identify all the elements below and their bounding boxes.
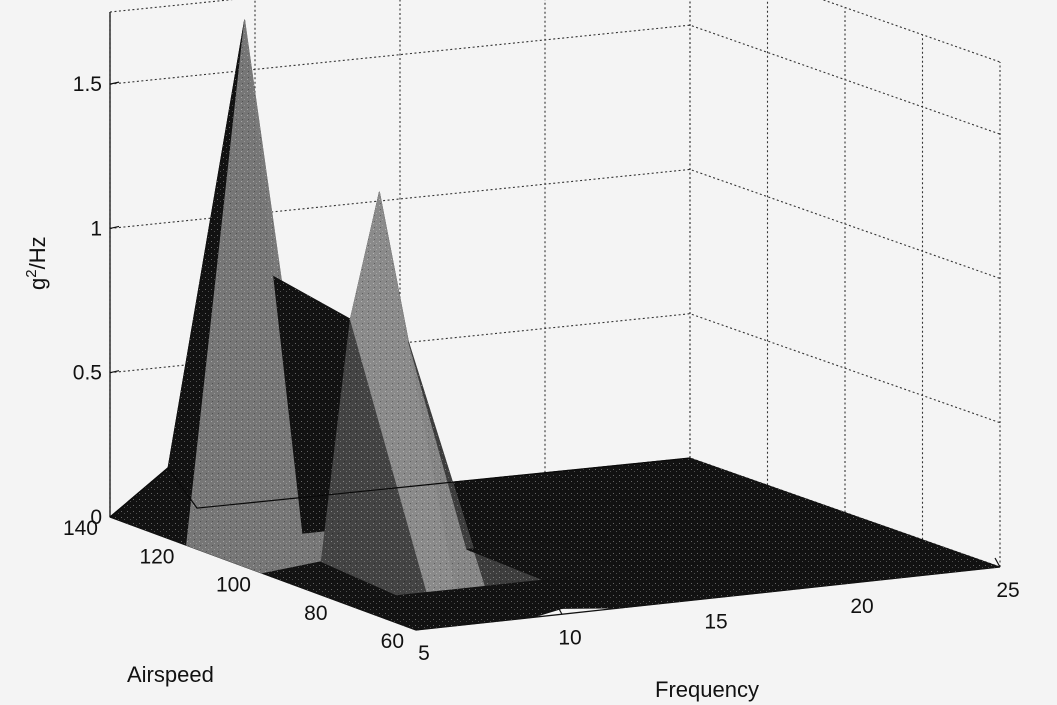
z-tick-label-2: 1 <box>90 217 102 240</box>
surface-back-edge <box>109 457 691 518</box>
x-tick-mark-4 <box>994 557 1001 568</box>
y-tick-label-1: 80 <box>304 602 327 625</box>
z-tick-label-0: 0 <box>90 506 102 529</box>
z-tick-mark-2 <box>109 225 120 230</box>
y-tick-label-3: 120 <box>139 545 174 568</box>
y-tick-label-2: 100 <box>216 574 251 597</box>
x-axis-title: Frequency <box>655 677 759 702</box>
z-tick-mark-3 <box>109 81 120 85</box>
grid-line-z-4 <box>109 0 1001 63</box>
z-axis-title-superscript: 2 <box>23 269 40 277</box>
surface-patch-texture-1-7 <box>776 539 1000 583</box>
surface-patch-texture-1-6 <box>631 555 854 599</box>
surface-patch-texture-1-4 <box>485 580 621 609</box>
z-axis-title-base: g <box>25 278 50 290</box>
surface-patch-texture-2-7 <box>699 512 923 556</box>
surface-patch-texture-3-6 <box>477 500 700 543</box>
surface-patch-texture-2-6 <box>554 527 777 571</box>
y-tick-label-4: 140 <box>63 517 98 540</box>
surface-patch-texture-1-0 <box>339 595 475 630</box>
surface-patch-texture-4-7 <box>545 458 768 501</box>
surface-patch-texture-2-0 <box>263 561 398 602</box>
label-layer: Frequency Airspeed g2/Hz <box>23 236 759 702</box>
surface-patch-texture-1-2 <box>426 589 533 621</box>
surface-patch-texture-1-5 <box>543 570 708 608</box>
surface-patch-texture-1-3 <box>456 586 562 618</box>
x-tick-label-1: 10 <box>558 626 581 649</box>
surface-patch-texture-2-5 <box>466 543 631 581</box>
surface-patch-texture-2-2 <box>350 191 457 593</box>
x-tick-label-0: 5 <box>418 642 430 665</box>
surface-layer <box>109 19 1001 631</box>
z-tick-label-1: 0.5 <box>73 362 102 385</box>
x-tick-label-2: 15 <box>704 611 727 634</box>
x-tick-label-3: 20 <box>850 595 873 618</box>
z-tick-mark-1 <box>109 370 120 374</box>
x-tick-label-4: 25 <box>996 579 1019 602</box>
surface-patch-texture-3-7 <box>622 485 845 528</box>
z-tick-label-3: 1.5 <box>73 73 102 96</box>
grid-line-z-3 <box>109 24 1001 135</box>
grid-line-z-2 <box>109 168 1001 279</box>
z-axis-title-suffix: /Hz <box>25 236 50 269</box>
y-tick-label-0: 60 <box>381 630 404 653</box>
surface-patch-texture-3-2 <box>273 191 380 534</box>
surface-patch-texture-3-0 <box>186 19 322 574</box>
y-axis-title: Airspeed <box>127 662 214 687</box>
z-axis-title: g2/Hz <box>23 236 50 290</box>
surface-patch-texture-1-1 <box>397 592 504 624</box>
surface-patch-texture-2-1 <box>321 319 427 596</box>
